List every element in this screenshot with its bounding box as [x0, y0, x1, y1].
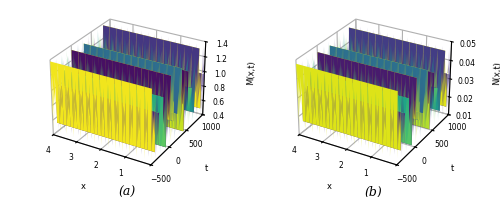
Y-axis label: t: t: [451, 164, 454, 173]
X-axis label: x: x: [327, 182, 332, 191]
X-axis label: x: x: [81, 182, 86, 191]
Text: (a): (a): [118, 186, 136, 197]
Text: (b): (b): [364, 186, 382, 197]
Y-axis label: t: t: [205, 164, 208, 173]
